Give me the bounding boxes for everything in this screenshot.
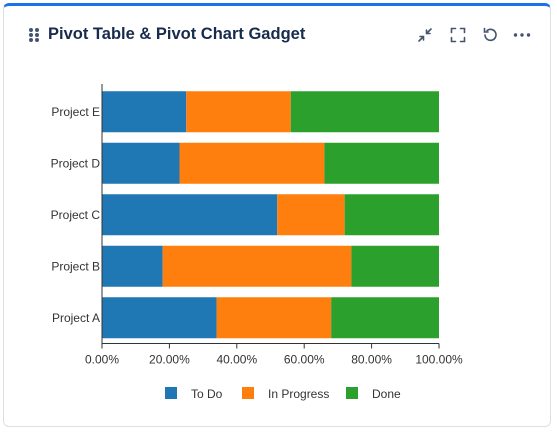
- more-icon[interactable]: [512, 25, 532, 45]
- fullscreen-icon[interactable]: [448, 25, 468, 45]
- bar-segment[interactable]: [102, 194, 278, 236]
- refresh-icon[interactable]: [480, 25, 500, 45]
- x-tick-label: 20.00%: [149, 353, 190, 367]
- bar-segment[interactable]: [351, 245, 439, 287]
- legend-label[interactable]: Done: [372, 387, 401, 401]
- x-axis: 0.00% 20.00% 40.00% 60.00% 80.00% 100.00%: [85, 343, 463, 367]
- gadget-title: Pivot Table & Pivot Chart Gadget: [48, 25, 306, 43]
- bar-segment[interactable]: [344, 194, 439, 236]
- y-tick-label: Project A: [52, 311, 100, 325]
- bar-segment[interactable]: [290, 91, 439, 133]
- y-tick-label: Project C: [51, 208, 101, 222]
- legend-label[interactable]: To Do: [191, 387, 223, 401]
- y-tick-label: Project E: [51, 105, 100, 119]
- bar-segment[interactable]: [324, 142, 439, 184]
- bar-segment[interactable]: [102, 91, 187, 133]
- gadget-header: Pivot Table & Pivot Chart Gadget: [4, 6, 550, 66]
- bar-segment[interactable]: [216, 297, 332, 339]
- x-tick-label: 0.00%: [85, 353, 119, 367]
- y-tick-label: Project B: [51, 259, 100, 273]
- bar-segment[interactable]: [162, 245, 352, 287]
- x-tick-label: 100.00%: [415, 353, 463, 367]
- y-tick-label: Project D: [51, 156, 101, 170]
- bar-segment[interactable]: [102, 245, 163, 287]
- legend-swatch[interactable]: [242, 387, 254, 399]
- x-tick-label: 60.00%: [284, 353, 325, 367]
- bars-group: [102, 91, 439, 339]
- x-tick-label: 80.00%: [351, 353, 392, 367]
- bar-segment[interactable]: [277, 194, 345, 236]
- bar-segment[interactable]: [102, 297, 217, 339]
- collapse-icon[interactable]: [415, 25, 435, 45]
- legend-swatch[interactable]: [346, 387, 358, 399]
- bar-segment[interactable]: [179, 142, 325, 184]
- bar-segment[interactable]: [102, 142, 180, 184]
- bar-segment[interactable]: [186, 91, 291, 133]
- drag-handle-icon[interactable]: [28, 27, 40, 43]
- legend-label[interactable]: In Progress: [268, 387, 329, 401]
- bar-segment[interactable]: [331, 297, 439, 339]
- pivot-gadget: Pivot Table & Pivot Chart Gadget: [3, 3, 551, 427]
- y-axis: Project E Project D Project C Project B Proj…: [51, 84, 103, 344]
- stacked-bar-chart: Project E Project D Project C Project B Proj…: [51, 84, 463, 401]
- x-tick-label: 40.00%: [216, 353, 257, 367]
- legend: To Do In Progress Done: [165, 387, 401, 401]
- legend-swatch[interactable]: [165, 387, 177, 399]
